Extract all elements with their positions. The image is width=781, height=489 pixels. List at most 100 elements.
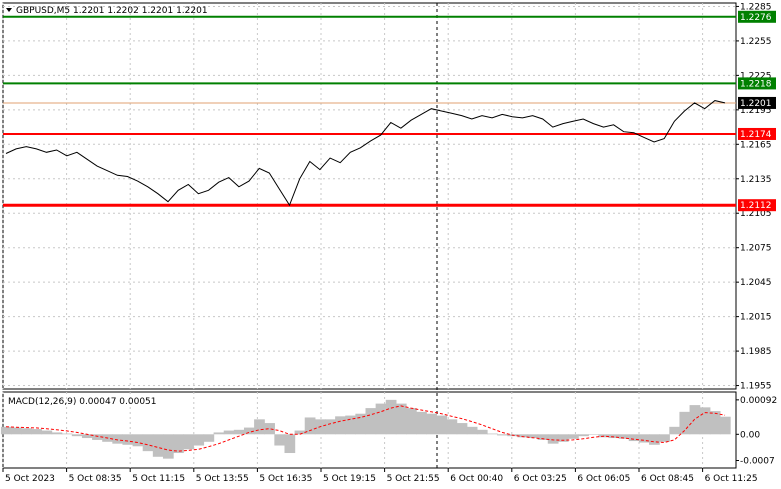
macd-bar	[183, 434, 194, 450]
macd-bar	[264, 423, 275, 435]
x-tick-label: 6 Oct 06:05	[577, 474, 630, 484]
macd-bar	[193, 434, 205, 446]
y-tick-label: 1.2045	[740, 278, 772, 288]
macd-bar	[0, 426, 12, 435]
y-tick-label: 1.2195	[740, 106, 772, 116]
level-label: 1.2174	[740, 130, 772, 140]
macd-bar	[385, 399, 397, 435]
macd-bar	[31, 429, 43, 435]
macd-bar	[294, 430, 306, 435]
level-lines: 1.2276 1.2218 1.2174 1.2112	[3, 10, 776, 212]
macd-bar	[152, 434, 164, 457]
macd-bar	[365, 408, 377, 435]
macd-bar	[41, 430, 53, 435]
macd-bar	[578, 434, 589, 437]
macd-bar	[456, 423, 468, 435]
macd-histogram	[0, 399, 731, 459]
level-label-bg	[738, 127, 776, 140]
macd-bar	[335, 416, 346, 435]
macd-bar	[649, 434, 660, 445]
macd-bar	[618, 434, 630, 439]
symbol-menu-icon[interactable]	[6, 8, 12, 12]
macd-bar	[203, 434, 215, 442]
macd-bar	[324, 419, 336, 435]
x-tick-label: 6 Oct 03:25	[514, 474, 567, 484]
macd-axis: 0.00092 0.00 -0.0007	[736, 396, 777, 467]
macd-bar	[689, 405, 701, 435]
macd-bar	[568, 434, 579, 439]
current-price-marker: 1.2201	[738, 96, 776, 109]
y-tick-label: 1.1985	[740, 347, 772, 357]
y-tick-label: 1.2075	[740, 244, 772, 254]
price-axis: 1.2285 1.2255 1.2225 1.2195 1.2165 1.2135 1.21…	[736, 2, 772, 392]
macd-bar	[669, 426, 681, 435]
macd-bar	[608, 434, 620, 439]
time-axis: 5 Oct 2023 5 Oct 08:35 5 Oct 11:15 5 Oct 13…	[2, 468, 758, 484]
macd-bar	[679, 411, 691, 435]
macd-bar	[61, 433, 73, 435]
level-label: 1.2276	[740, 13, 772, 23]
macd-header: MACD(12,26,9) 0.00047 0.00051	[8, 397, 157, 407]
macd-bar	[497, 434, 508, 436]
y-tick-label: 1.2015	[740, 313, 772, 323]
macd-bar	[345, 415, 356, 435]
macd-bar	[466, 426, 478, 435]
current-price-label: 1.2201	[740, 99, 772, 109]
macd-bar	[628, 434, 640, 442]
level-label-bg	[738, 10, 776, 23]
main-panel-frame	[2, 2, 737, 390]
macd-bar	[719, 416, 731, 435]
macd-bar	[132, 434, 144, 447]
y-tick-label: 1.2255	[740, 37, 772, 47]
macd-bar	[527, 434, 539, 439]
macd-bar	[11, 427, 22, 435]
macd-bar	[284, 434, 296, 454]
macd-bar	[304, 417, 316, 435]
macd-bar	[21, 428, 32, 435]
x-tick-label: 5 Oct 16:35	[259, 474, 312, 484]
main-grid	[2, 3, 736, 389]
macd-bar	[557, 434, 569, 442]
macd-y-tick-label: -0.0007	[740, 457, 775, 467]
y-tick-label: 1.2285	[740, 2, 772, 12]
x-tick-label: 6 Oct 08:45	[641, 474, 694, 484]
price-line	[5, 100, 726, 207]
x-tick-label: 5 Oct 11:15	[132, 474, 185, 484]
macd-bar	[375, 403, 387, 435]
macd-bar	[223, 430, 235, 435]
x-tick-label: 6 Oct 11:25	[705, 474, 758, 484]
level-label: 1.2218	[740, 79, 772, 89]
macd-bar	[659, 434, 670, 442]
macd-bar	[274, 434, 286, 446]
macd-bar	[233, 429, 245, 435]
macd-bar	[71, 434, 83, 437]
y-tick-label: 1.1955	[740, 382, 772, 392]
macd-bar	[92, 434, 103, 440]
y-tick-label: 1.2225	[740, 71, 772, 81]
macd-bar	[476, 429, 488, 435]
macd-bar	[436, 415, 448, 435]
level-label-bg	[738, 77, 776, 90]
x-tick-label: 6 Oct 00:40	[450, 474, 503, 484]
x-tick-label: 5 Oct 13:55	[196, 474, 249, 484]
x-tick-label: 5 Oct 08:35	[69, 474, 122, 484]
x-tick-label: 5 Oct 19:15	[323, 474, 376, 484]
macd-y-tick-label: 0.00	[740, 430, 760, 440]
y-tick-label: 1.2105	[740, 209, 772, 219]
macd-bar	[122, 434, 134, 445]
macd-bar	[406, 408, 417, 435]
level-label: 1.2112	[740, 201, 772, 211]
macd-bar	[162, 434, 174, 459]
symbol-header: GBPUSD,M5 1.2201 1.2202 1.2201 1.2201	[16, 6, 208, 16]
macd-bar	[699, 407, 711, 435]
macd-bar	[487, 433, 498, 435]
macd-bar	[213, 432, 225, 435]
macd-bar	[709, 411, 721, 435]
macd-bar	[112, 434, 124, 444]
x-tick-label: 5 Oct 2023	[5, 474, 55, 484]
y-tick-label: 1.2135	[740, 175, 772, 185]
macd-bar	[547, 434, 559, 444]
macd-bar	[638, 434, 650, 443]
macd-bar	[243, 427, 255, 435]
